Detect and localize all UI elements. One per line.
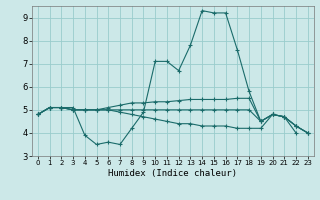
X-axis label: Humidex (Indice chaleur): Humidex (Indice chaleur)	[108, 169, 237, 178]
